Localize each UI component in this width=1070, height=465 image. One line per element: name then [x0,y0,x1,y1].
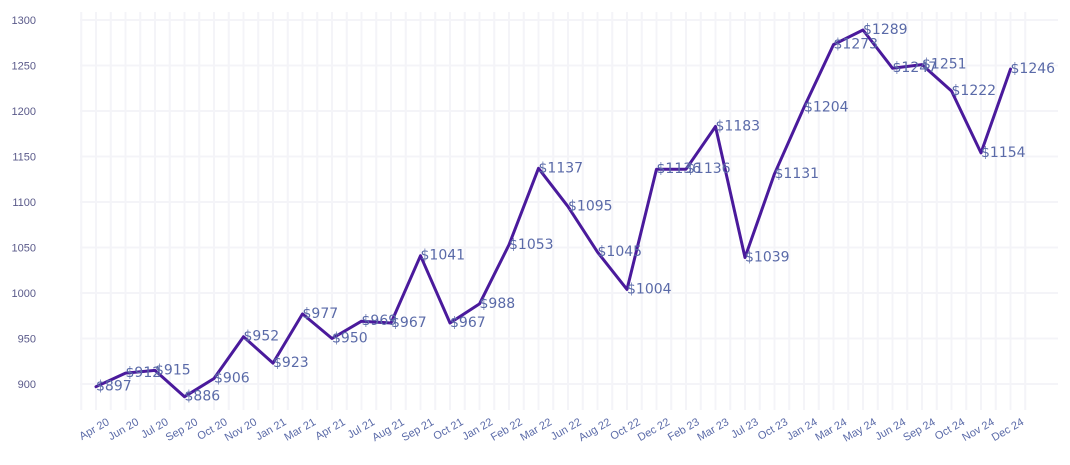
y-tick-label: 1200 [12,106,36,118]
x-tick-label: Jan 24 [785,416,820,443]
data-label: $923 [273,355,309,371]
x-tick-label: Sep 21 [400,416,436,444]
data-label: $915 [155,362,191,378]
x-tick-label: Jan 21 [254,416,289,443]
x-tick-label: Oct 23 [756,416,790,443]
x-tick-label: Feb 23 [666,416,702,444]
x-tick-label: Jun 22 [549,416,584,443]
x-tick-label: Oct 20 [195,416,229,443]
x-tick-label: Dec 24 [990,416,1026,444]
data-label: $912 [126,365,162,381]
data-label: $1004 [627,281,672,297]
data-label: $1183 [716,118,761,134]
data-label: $1137 [539,160,584,176]
data-label: $1041 [421,248,466,264]
data-label: $1053 [509,237,554,253]
data-label: $950 [332,331,368,347]
data-label: $952 [244,329,280,345]
y-tick-label: 1300 [12,15,36,27]
x-tick-label: Sep 24 [901,416,937,444]
x-tick-label: Oct 24 [933,416,967,443]
data-label: $1131 [775,166,820,182]
y-tick-label: 1150 [12,152,36,164]
x-tick-label: Oct 21 [431,416,465,443]
x-tick-label: Aug 21 [370,416,406,444]
data-label: $1246 [1011,61,1056,77]
x-tick-label: Aug 22 [577,416,613,444]
data-label: $1273 [834,37,879,53]
data-label: $1289 [863,22,908,38]
data-label: $1222 [952,83,997,99]
x-tick-label: Sep 20 [164,416,200,444]
x-tick-label: Jan 22 [460,416,495,443]
y-tick-label: 950 [18,334,36,346]
data-label: $1136 [657,161,702,177]
y-tick-label: 1250 [12,61,36,73]
data-label: $1136 [686,161,731,177]
y-tick-label: 1050 [12,243,36,255]
y-axis-ticks: 900 950 1000 1050 1100 1150 1200 1250 1300 [12,15,36,391]
x-tick-label: Dec 22 [636,416,672,444]
x-tick-label: Jun 20 [106,416,141,443]
data-label: $1039 [745,250,790,266]
x-tick-label: May 24 [841,416,878,444]
data-label: $967 [391,315,427,331]
data-label: $1251 [922,57,967,73]
x-tick-label: Mar 22 [518,416,554,444]
series-line-group [94,28,1012,399]
data-label: $988 [480,296,516,312]
data-label: $1204 [804,99,849,115]
data-label: $967 [450,315,486,331]
data-label: $906 [214,371,250,387]
x-tick-label: Oct 22 [608,416,642,443]
data-label: $1095 [568,199,613,215]
data-labels: $897$912$915 $886 $906 $952 $923 $977 $950 $969… [96,22,1055,405]
x-tick-label: Jul 23 [729,416,760,441]
data-label: $1247 [893,60,938,76]
grid-lines [80,12,1058,410]
data-label: $977 [303,306,339,322]
x-tick-label: Apr 21 [313,416,347,443]
y-tick-label: 1100 [12,197,36,209]
x-tick-label: Mar 23 [695,416,731,444]
data-label: $897 [96,379,132,395]
x-tick-label: Feb 22 [489,416,525,444]
x-tick-label: Nov 24 [960,416,996,444]
x-tick-label: Jun 24 [873,416,908,443]
data-label: $969 [362,313,398,329]
y-tick-label: 900 [18,379,36,391]
series-line [94,28,1012,399]
data-label: $1045 [598,244,643,260]
x-tick-label: Apr 20 [77,416,111,443]
x-tick-label: Mar 21 [282,416,318,444]
data-label: $886 [185,389,221,405]
y-tick-label: 1000 [12,288,36,300]
data-label: $1154 [981,145,1026,161]
x-tick-label: Nov 20 [223,416,259,444]
